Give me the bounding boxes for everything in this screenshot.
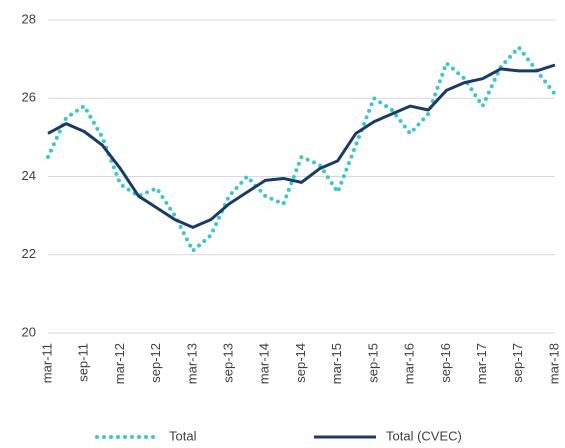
series-line xyxy=(46,44,557,255)
x-tick-label: sep-11 xyxy=(76,343,91,382)
x-tick-label: sep-12 xyxy=(148,343,163,383)
y-tick-label: 26 xyxy=(22,90,36,105)
x-tick-label: sep-16 xyxy=(438,343,453,383)
x-tick-label: mar-13 xyxy=(184,343,199,384)
y-tick-label: 20 xyxy=(22,324,36,339)
y-tick-label: 24 xyxy=(22,168,36,183)
x-tick-label: mar-16 xyxy=(402,343,417,384)
x-tick-label: sep-17 xyxy=(510,343,525,383)
legend-label: Total (CVEC) xyxy=(386,428,462,443)
x-tick-label: mar-12 xyxy=(112,343,127,384)
x-tick-label: sep-14 xyxy=(293,343,308,383)
x-tick-label: mar-17 xyxy=(474,343,489,384)
series-line xyxy=(47,63,556,229)
x-tick-label: mar-14 xyxy=(257,343,272,384)
y-tick-label: 28 xyxy=(22,11,36,26)
legend-label: Total xyxy=(169,428,197,443)
x-tick-label: sep-13 xyxy=(221,343,236,383)
x-tick-label: mar-15 xyxy=(329,343,344,384)
x-tick-label: mar-18 xyxy=(546,343,561,384)
y-tick-label: 22 xyxy=(22,246,36,261)
x-tick-label: sep-15 xyxy=(365,343,380,383)
x-tick-label: mar-11 xyxy=(39,343,54,383)
